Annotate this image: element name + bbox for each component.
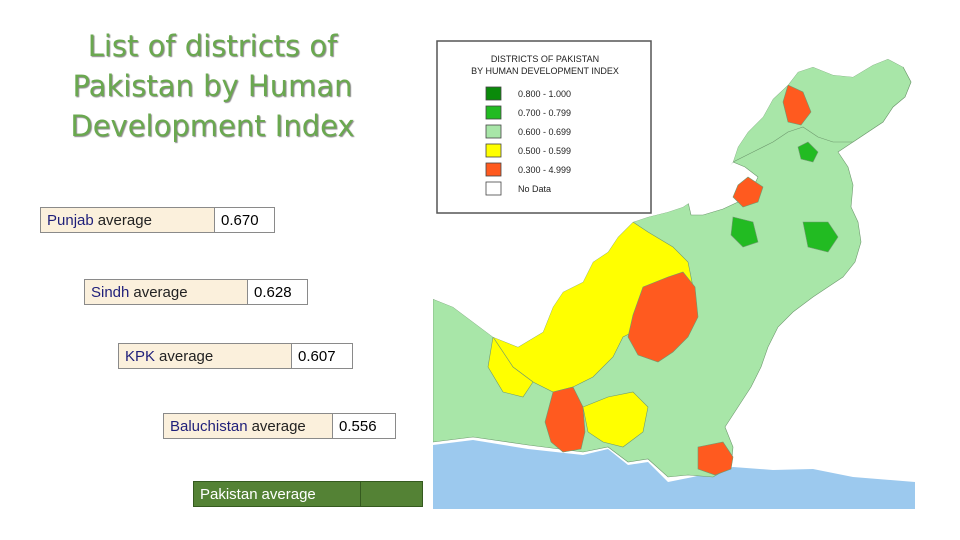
map-legend	[436, 40, 652, 214]
title-line-2: Pakistan by Human	[72, 69, 353, 103]
legend-swatch	[485, 162, 502, 177]
region-punjab-green-2	[730, 216, 759, 248]
title-line-3: Development Index	[70, 109, 355, 143]
region-sindh-red	[697, 441, 734, 476]
sindh-average-value: 0.628	[248, 279, 308, 305]
baluchistan-average-row: Baluchistan average 0.556	[163, 413, 396, 439]
legend-label: 0.300 - 4.999	[518, 165, 571, 175]
punjab-average-value: 0.670	[215, 207, 275, 233]
average-word: average	[133, 283, 188, 301]
country-name: Pakistan	[200, 485, 258, 503]
kpk-average-row: KPK average 0.607	[118, 343, 353, 369]
region-west-yellow	[487, 336, 534, 398]
region-north-hilly	[732, 58, 912, 163]
legend-title-line-2: BY HUMAN DEVELOPMENT INDEX	[471, 66, 619, 76]
punjab-average-label: Punjab average	[40, 207, 215, 233]
average-word: average	[159, 347, 214, 365]
legend-swatch	[485, 143, 502, 158]
punjab-average-row: Punjab average 0.670	[40, 207, 275, 233]
legend-swatch	[485, 86, 502, 101]
legend-label: 0.600 - 0.699	[518, 127, 571, 137]
sindh-average-label: Sindh average	[84, 279, 248, 305]
average-word: average	[261, 485, 316, 503]
arabian-sea	[433, 440, 915, 509]
baluchistan-average-label: Baluchistan average	[163, 413, 333, 439]
sindh-average-row: Sindh average 0.628	[84, 279, 308, 305]
kpk-average-value: 0.607	[292, 343, 353, 369]
title-line-1: List of districts of	[87, 29, 338, 63]
region-punjab-green-1	[797, 141, 819, 163]
average-word: average	[97, 211, 152, 229]
province-name: Sindh	[91, 283, 130, 301]
legend-label: 0.800 - 1.000	[518, 89, 571, 99]
region-sindh-yellow	[582, 391, 649, 448]
average-word: average	[251, 417, 306, 435]
legend-swatch	[485, 181, 502, 196]
page-title: List of districts of Pakistan by Human D…	[40, 26, 385, 146]
region-kpk-red	[732, 176, 764, 208]
legend-label: No Data	[518, 184, 551, 194]
legend-label: 0.500 - 0.599	[518, 146, 571, 156]
province-name: KPK	[125, 347, 156, 365]
pakistan-average-value	[361, 481, 423, 507]
kpk-average-label: KPK average	[118, 343, 292, 369]
legend-swatch	[485, 124, 502, 139]
region-baluchistan-red-2	[544, 386, 586, 453]
legend-label: 0.700 - 0.799	[518, 108, 571, 118]
region-baluchistan-red-1	[627, 271, 699, 363]
province-name: Punjab	[47, 211, 94, 229]
province-name: Baluchistan	[170, 417, 248, 435]
pakistan-average-label: Pakistan average	[193, 481, 361, 507]
region-punjab-green-3	[802, 221, 839, 253]
legend-swatch	[485, 105, 502, 120]
legend-title-line-1: DISTRICTS OF PAKISTAN	[491, 54, 599, 64]
pakistan-hdi-map: DISTRICTS OF PAKISTAN BY HUMAN DEVELOPME…	[433, 37, 915, 509]
region-north-red	[782, 84, 812, 126]
baluchistan-average-value: 0.556	[333, 413, 396, 439]
pakistan-average-row: Pakistan average	[193, 481, 423, 507]
